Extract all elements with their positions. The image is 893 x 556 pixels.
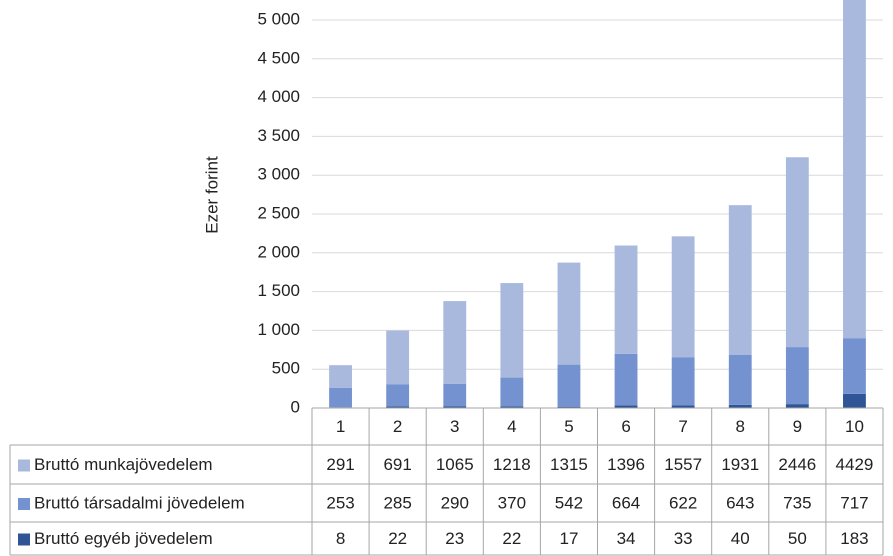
y-tick-label: 4 000 — [257, 87, 300, 106]
bar-segment — [785, 347, 809, 405]
y-tick-label: 4 500 — [257, 48, 300, 67]
bar-segment — [728, 205, 752, 355]
legend-swatch — [18, 459, 30, 472]
x-tick-label: 7 — [678, 417, 687, 436]
bar-segment — [443, 383, 467, 407]
table-value: 17 — [559, 529, 578, 548]
table-value: 735 — [783, 493, 811, 512]
x-tick-label: 9 — [793, 417, 802, 436]
y-tick-label: 0 — [291, 397, 300, 416]
bar-segment — [614, 405, 638, 408]
legend-label: Bruttó munkajövedelem — [34, 455, 213, 474]
bar-segment — [671, 405, 695, 408]
table-value: 285 — [383, 493, 411, 512]
table-value: 2446 — [778, 455, 816, 474]
x-tick-label: 5 — [564, 417, 573, 436]
y-tick-label: 1 500 — [257, 281, 300, 300]
y-tick-label: 2 000 — [257, 242, 300, 261]
bar-segment — [843, 0, 866, 339]
table-value: 22 — [502, 529, 521, 548]
table-value: 8 — [336, 529, 345, 548]
table-value: 34 — [617, 529, 636, 548]
table-value: 253 — [326, 493, 354, 512]
table-value: 717 — [840, 493, 868, 512]
bar-segment — [443, 406, 467, 408]
legend-swatch — [18, 533, 30, 546]
table-value: 542 — [555, 493, 583, 512]
bar-segment — [329, 387, 352, 408]
table-value: 643 — [726, 493, 754, 512]
bar-segment — [671, 357, 695, 406]
table-value: 23 — [445, 529, 464, 548]
table-value: 622 — [669, 493, 697, 512]
table-value: 1065 — [436, 455, 474, 474]
table-value: 664 — [612, 493, 640, 512]
table-value: 1218 — [493, 455, 531, 474]
legend-label: Bruttó társadalmi jövedelem — [34, 493, 245, 512]
bar-segment — [614, 353, 638, 406]
y-tick-label: 1 000 — [257, 320, 300, 339]
bar-segment — [386, 406, 410, 408]
table-value: 183 — [840, 529, 868, 548]
bar-segment — [557, 364, 581, 407]
y-tick-label: 500 — [272, 359, 300, 378]
bar-segment — [386, 330, 410, 385]
x-tick-label: 1 — [336, 417, 345, 436]
bar-segment — [557, 262, 581, 365]
bar-segment — [843, 338, 866, 394]
x-tick-label: 4 — [507, 417, 516, 436]
table-value: 22 — [388, 529, 407, 548]
bar-segment — [329, 365, 352, 388]
bar-segment — [500, 406, 524, 408]
table-value: 50 — [788, 529, 807, 548]
table-value: 33 — [674, 529, 693, 548]
y-tick-label: 3 000 — [257, 165, 300, 184]
table-value: 1315 — [550, 455, 588, 474]
x-tick-label: 2 — [393, 417, 402, 436]
legend-swatch — [18, 498, 30, 510]
bar-segment — [557, 406, 581, 408]
table-value: 40 — [731, 529, 750, 548]
x-tick-label: 3 — [450, 417, 459, 436]
y-tick-label: 5 000 — [257, 9, 300, 28]
legend-label: Bruttó egyéb jövedelem — [34, 529, 213, 548]
bar-segment — [785, 157, 809, 348]
table-value: 1931 — [721, 455, 759, 474]
bar-segment — [500, 377, 524, 407]
bar-segment — [386, 384, 410, 407]
y-tick-label: 3 500 — [257, 126, 300, 145]
x-tick-label: 10 — [845, 417, 864, 436]
table-value: 370 — [498, 493, 526, 512]
bar-segment — [843, 393, 866, 408]
bar-segment — [728, 404, 752, 408]
bar-segment — [500, 283, 524, 378]
table-value: 1557 — [664, 455, 702, 474]
bar-segment — [614, 245, 638, 354]
x-tick-label: 6 — [621, 417, 630, 436]
bar-segment — [728, 354, 752, 405]
bar-segment — [785, 404, 809, 408]
table-value: 4429 — [836, 455, 874, 474]
bar-segment — [671, 236, 695, 358]
table-value: 1396 — [607, 455, 645, 474]
table-value: 291 — [326, 455, 354, 474]
y-tick-label: 2 500 — [257, 203, 300, 222]
table-value: 290 — [441, 493, 469, 512]
table-value: 691 — [383, 455, 411, 474]
x-tick-label: 8 — [736, 417, 745, 436]
bar-segment — [443, 301, 467, 384]
y-axis-label: Ezer forint — [202, 156, 221, 234]
